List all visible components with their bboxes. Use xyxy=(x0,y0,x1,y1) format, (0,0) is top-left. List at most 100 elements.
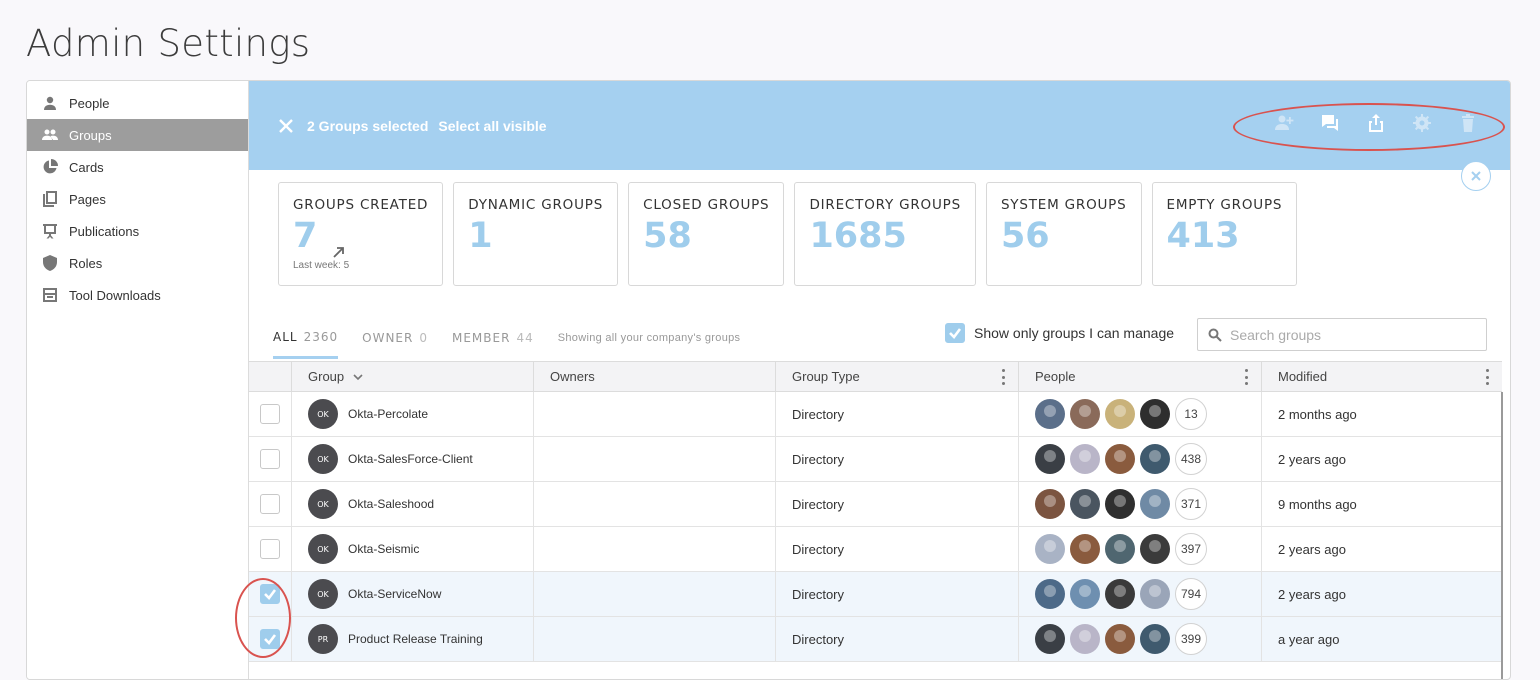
stat-card-groups-created[interactable]: GROUPS CREATED 7 Last week: 5 xyxy=(278,182,444,286)
search-box[interactable] xyxy=(1197,318,1487,351)
member-avatar[interactable] xyxy=(1140,399,1170,429)
search-input[interactable] xyxy=(1230,326,1470,343)
add-member-icon[interactable] xyxy=(1274,113,1294,133)
page-title: Admin Settings xyxy=(26,22,311,65)
share-icon[interactable] xyxy=(1366,113,1386,133)
stat-card-empty-groups[interactable]: EMPTY GROUPS 413 xyxy=(1151,182,1298,286)
group-name-link[interactable]: Okta-SalesForce-Client xyxy=(348,452,473,466)
member-avatar[interactable] xyxy=(1140,444,1170,474)
groups-table: Group Owners Group Type People Modified xyxy=(249,361,1502,662)
member-avatar[interactable] xyxy=(1070,579,1100,609)
group-name-link[interactable]: Okta-Saleshood xyxy=(348,497,435,511)
sidebar-item-cards[interactable]: Cards xyxy=(27,151,248,183)
table-row[interactable]: OK Okta-Seismic Directory 397 2 years ago xyxy=(249,527,1502,572)
group-cell: OK Okta-Seismic xyxy=(292,527,534,571)
row-select-cell xyxy=(249,482,292,526)
member-avatar[interactable] xyxy=(1140,534,1170,564)
table-row[interactable]: PR Product Release Training Directory 399 a … xyxy=(249,617,1502,662)
avatar-stack: 397 xyxy=(1035,533,1207,565)
sidebar-item-pages[interactable]: Pages xyxy=(27,183,248,215)
column-menu-icon[interactable] xyxy=(1245,369,1249,385)
member-avatar[interactable] xyxy=(1070,444,1100,474)
select-all-visible-link[interactable]: Select all visible xyxy=(438,117,547,134)
table-scrollbar[interactable] xyxy=(1501,392,1503,679)
message-icon[interactable] xyxy=(1320,113,1340,133)
member-count[interactable]: 794 xyxy=(1175,578,1207,610)
column-menu-icon[interactable] xyxy=(1486,369,1490,385)
member-avatar[interactable] xyxy=(1035,489,1065,519)
trend-up-arrow-icon xyxy=(331,229,347,258)
select-column-header xyxy=(249,362,292,391)
member-count[interactable]: 438 xyxy=(1175,443,1207,475)
member-avatar[interactable] xyxy=(1140,624,1170,654)
member-avatar[interactable] xyxy=(1035,444,1065,474)
sidebar-item-roles[interactable]: Roles xyxy=(27,247,248,279)
member-avatar[interactable] xyxy=(1070,489,1100,519)
sidebar-item-label: Publications xyxy=(69,223,140,239)
group-column-header[interactable]: Group xyxy=(292,362,534,391)
manage-filter[interactable]: Show only groups I can manage xyxy=(945,323,1174,343)
member-avatar[interactable] xyxy=(1070,399,1100,429)
group-name-link[interactable]: Okta-Percolate xyxy=(348,407,429,421)
member-avatar[interactable] xyxy=(1105,579,1135,609)
stat-card-closed-groups[interactable]: CLOSED GROUPS 58 xyxy=(628,182,785,286)
member-avatar[interactable] xyxy=(1105,444,1135,474)
tab-all[interactable]: ALL 2360 xyxy=(273,317,339,359)
member-count[interactable]: 399 xyxy=(1175,623,1207,655)
member-avatar[interactable] xyxy=(1105,489,1135,519)
member-count[interactable]: 397 xyxy=(1175,533,1207,565)
member-avatar[interactable] xyxy=(1105,534,1135,564)
tab-owner[interactable]: OWNER 0 xyxy=(362,317,428,359)
modified-column-header: Modified xyxy=(1262,362,1502,391)
sidebar-item-label: Groups xyxy=(69,127,112,143)
group-avatar: OK xyxy=(308,444,338,474)
member-avatar[interactable] xyxy=(1070,624,1100,654)
group-name-link[interactable]: Okta-ServiceNow xyxy=(348,587,442,601)
member-count[interactable]: 371 xyxy=(1175,488,1207,520)
settings-icon[interactable] xyxy=(1412,113,1432,133)
people-cell: 371 xyxy=(1019,482,1262,526)
manage-filter-checkbox[interactable] xyxy=(945,323,965,343)
row-select-cell xyxy=(249,572,292,616)
group-name-link[interactable]: Product Release Training xyxy=(348,632,483,646)
member-count[interactable]: 13 xyxy=(1175,398,1207,430)
row-checkbox[interactable] xyxy=(260,449,280,469)
member-avatar[interactable] xyxy=(1105,399,1135,429)
dismiss-icon[interactable] xyxy=(1461,161,1491,191)
member-avatar[interactable] xyxy=(1035,399,1065,429)
sidebar-item-publications[interactable]: Publications xyxy=(27,215,248,247)
stat-card-system-groups[interactable]: SYSTEM GROUPS 56 xyxy=(985,182,1142,286)
modified-cell: 9 months ago xyxy=(1262,482,1502,526)
row-checkbox[interactable] xyxy=(260,494,280,514)
member-avatar[interactable] xyxy=(1140,579,1170,609)
stat-card-directory-groups[interactable]: DIRECTORY GROUPS 1685 xyxy=(794,182,976,286)
row-checkbox[interactable] xyxy=(260,629,280,649)
type-header-label: Group Type xyxy=(792,369,860,384)
group-name-link[interactable]: Okta-Seismic xyxy=(348,542,420,556)
sidebar-item-tool-downloads[interactable]: Tool Downloads xyxy=(27,279,248,311)
member-avatar[interactable] xyxy=(1070,534,1100,564)
member-avatar[interactable] xyxy=(1035,534,1065,564)
member-avatar[interactable] xyxy=(1035,579,1065,609)
chevron-down-icon[interactable] xyxy=(352,371,364,383)
close-selection-icon[interactable] xyxy=(277,117,295,135)
delete-icon[interactable] xyxy=(1458,113,1478,133)
sidebar-item-groups[interactable]: Groups xyxy=(27,119,248,151)
table-row[interactable]: OK Okta-Percolate Directory 13 2 months ago xyxy=(249,392,1502,437)
member-avatar[interactable] xyxy=(1105,624,1135,654)
owners-cell xyxy=(534,527,776,571)
main-panel: 2 Groups selected Select all visible GRO… xyxy=(249,81,1510,679)
modified-cell: 2 years ago xyxy=(1262,437,1502,481)
table-row[interactable]: OK Okta-ServiceNow Directory 794 2 years ago xyxy=(249,572,1502,617)
sidebar-item-people[interactable]: People xyxy=(27,87,248,119)
row-checkbox[interactable] xyxy=(260,539,280,559)
member-avatar[interactable] xyxy=(1035,624,1065,654)
row-checkbox[interactable] xyxy=(260,404,280,424)
member-avatar[interactable] xyxy=(1140,489,1170,519)
tab-member[interactable]: MEMBER 44 xyxy=(452,317,534,359)
table-row[interactable]: OK Okta-Saleshood Directory 371 9 months ago xyxy=(249,482,1502,527)
column-menu-icon[interactable] xyxy=(1002,369,1006,385)
table-row[interactable]: OK Okta-SalesForce-Client Directory 438 2 ye… xyxy=(249,437,1502,482)
row-checkbox[interactable] xyxy=(260,584,280,604)
stat-card-dynamic-groups[interactable]: DYNAMIC GROUPS 1 xyxy=(453,182,619,286)
